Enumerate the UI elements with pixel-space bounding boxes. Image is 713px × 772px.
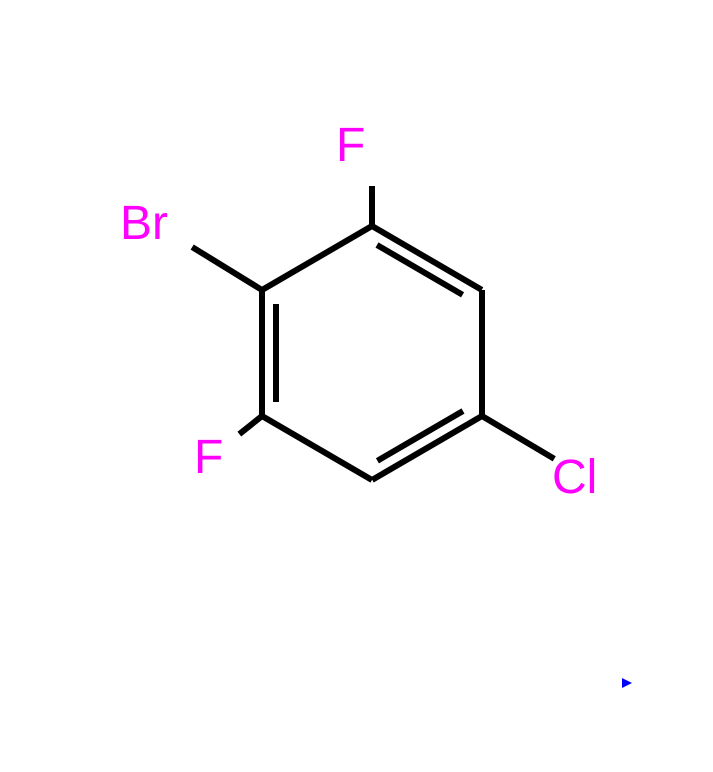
atom-label-f2: F [194, 434, 223, 482]
bond-C4-C5 [371, 413, 484, 482]
bond-C2-F1 [369, 186, 375, 226]
bond-C1-C2 [260, 223, 373, 292]
bond-C6-F2 [237, 414, 264, 437]
atom-label-br: Br [120, 200, 168, 248]
bond-C3-C4 [479, 290, 485, 416]
atom-label-f1: F [336, 122, 365, 170]
bond-C4-Cl [480, 413, 555, 461]
bond-C6-C1-inner [273, 304, 279, 402]
atom-label-cl: Cl [552, 454, 597, 502]
bond-C1-Br [190, 244, 263, 292]
bond-C5-C6 [261, 413, 374, 482]
bond-C6-C1 [259, 290, 265, 416]
corner-marker-icon [622, 678, 632, 688]
molecule-canvas: Br F Cl F [0, 0, 713, 772]
bond-C2-C3 [370, 223, 483, 292]
